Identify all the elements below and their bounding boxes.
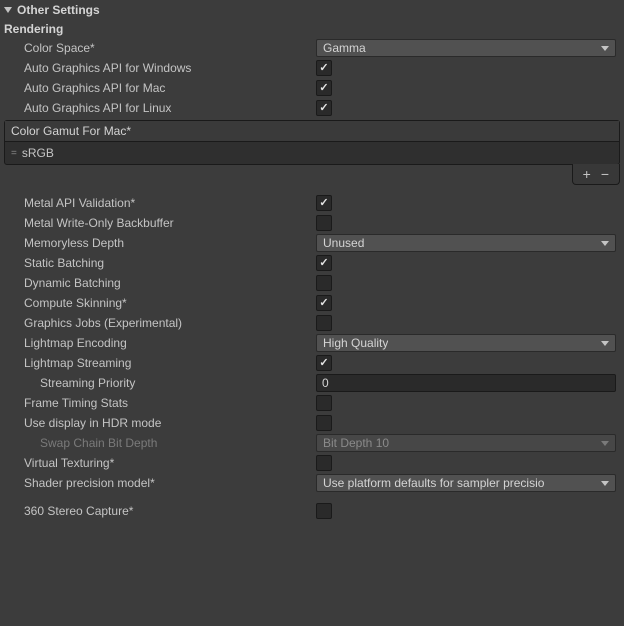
label-streaming-priority: Streaming Priority bbox=[4, 376, 316, 390]
foldout-icon bbox=[4, 7, 12, 13]
dropdown-value: Unused bbox=[323, 236, 364, 250]
input-value: 0 bbox=[322, 376, 329, 390]
label-metal-validation: Metal API Validation* bbox=[4, 196, 316, 210]
label-color-space: Color Space* bbox=[4, 41, 316, 55]
label-memoryless-depth: Memoryless Depth bbox=[4, 236, 316, 250]
listbox-item[interactable]: = sRGB bbox=[5, 142, 619, 164]
add-button[interactable]: + bbox=[583, 167, 591, 181]
label-compute-skinning: Compute Skinning* bbox=[4, 296, 316, 310]
dropdown-value: Gamma bbox=[323, 41, 366, 55]
dropdown-swap-chain: Bit Depth 10 bbox=[316, 434, 616, 452]
checkbox-graphics-jobs[interactable] bbox=[316, 315, 332, 331]
dropdown-value: High Quality bbox=[323, 336, 388, 350]
checkbox-static-batching[interactable] bbox=[316, 255, 332, 271]
label-dynamic-batching: Dynamic Batching bbox=[4, 276, 316, 290]
checkbox-compute-skinning[interactable] bbox=[316, 295, 332, 311]
dropdown-value: Use platform defaults for sampler precis… bbox=[323, 476, 544, 490]
dropdown-value: Bit Depth 10 bbox=[323, 436, 389, 450]
chevron-down-icon bbox=[601, 241, 609, 246]
checkbox-metal-write-only[interactable] bbox=[316, 215, 332, 231]
checkbox-dynamic-batching[interactable] bbox=[316, 275, 332, 291]
chevron-down-icon bbox=[601, 341, 609, 346]
checkbox-frame-timing[interactable] bbox=[316, 395, 332, 411]
remove-button[interactable]: − bbox=[601, 167, 609, 181]
label-lightmap-streaming: Lightmap Streaming bbox=[4, 356, 316, 370]
label-metal-write-only: Metal Write-Only Backbuffer bbox=[4, 216, 316, 230]
section-header-other-settings[interactable]: Other Settings bbox=[0, 0, 624, 20]
checkbox-auto-graphics-mac[interactable] bbox=[316, 80, 332, 96]
checkbox-lightmap-streaming[interactable] bbox=[316, 355, 332, 371]
subheader-rendering: Rendering bbox=[0, 20, 624, 38]
checkbox-stereo-capture[interactable] bbox=[316, 503, 332, 519]
section-title: Other Settings bbox=[17, 3, 100, 17]
label-auto-graphics-windows: Auto Graphics API for Windows bbox=[4, 61, 316, 75]
listbox-footer: + − bbox=[572, 164, 620, 185]
chevron-down-icon bbox=[601, 481, 609, 486]
dropdown-memoryless-depth[interactable]: Unused bbox=[316, 234, 616, 252]
label-graphics-jobs: Graphics Jobs (Experimental) bbox=[4, 316, 316, 330]
listbox-header: Color Gamut For Mac* bbox=[5, 121, 619, 142]
label-auto-graphics-linux: Auto Graphics API for Linux bbox=[4, 101, 316, 115]
dropdown-shader-precision[interactable]: Use platform defaults for sampler precis… bbox=[316, 474, 616, 492]
label-static-batching: Static Batching bbox=[4, 256, 316, 270]
checkbox-auto-graphics-linux[interactable] bbox=[316, 100, 332, 116]
label-stereo-capture: 360 Stereo Capture* bbox=[4, 504, 316, 518]
label-shader-precision: Shader precision model* bbox=[4, 476, 316, 490]
checkbox-hdr-mode[interactable] bbox=[316, 415, 332, 431]
label-swap-chain: Swap Chain Bit Depth bbox=[4, 436, 316, 450]
listbox-item-label: sRGB bbox=[22, 146, 54, 160]
dropdown-color-space[interactable]: Gamma bbox=[316, 39, 616, 57]
label-virtual-texturing: Virtual Texturing* bbox=[4, 456, 316, 470]
drag-handle-icon[interactable]: = bbox=[11, 148, 16, 159]
label-auto-graphics-mac: Auto Graphics API for Mac bbox=[4, 81, 316, 95]
dropdown-lightmap-encoding[interactable]: High Quality bbox=[316, 334, 616, 352]
label-lightmap-encoding: Lightmap Encoding bbox=[4, 336, 316, 350]
input-streaming-priority[interactable]: 0 bbox=[316, 374, 616, 392]
checkbox-metal-validation[interactable] bbox=[316, 195, 332, 211]
listbox-color-gamut: Color Gamut For Mac* = sRGB bbox=[4, 120, 620, 165]
checkbox-auto-graphics-windows[interactable] bbox=[316, 60, 332, 76]
checkbox-virtual-texturing[interactable] bbox=[316, 455, 332, 471]
label-frame-timing: Frame Timing Stats bbox=[4, 396, 316, 410]
label-hdr-mode: Use display in HDR mode bbox=[4, 416, 316, 430]
chevron-down-icon bbox=[601, 46, 609, 51]
chevron-down-icon bbox=[601, 441, 609, 446]
